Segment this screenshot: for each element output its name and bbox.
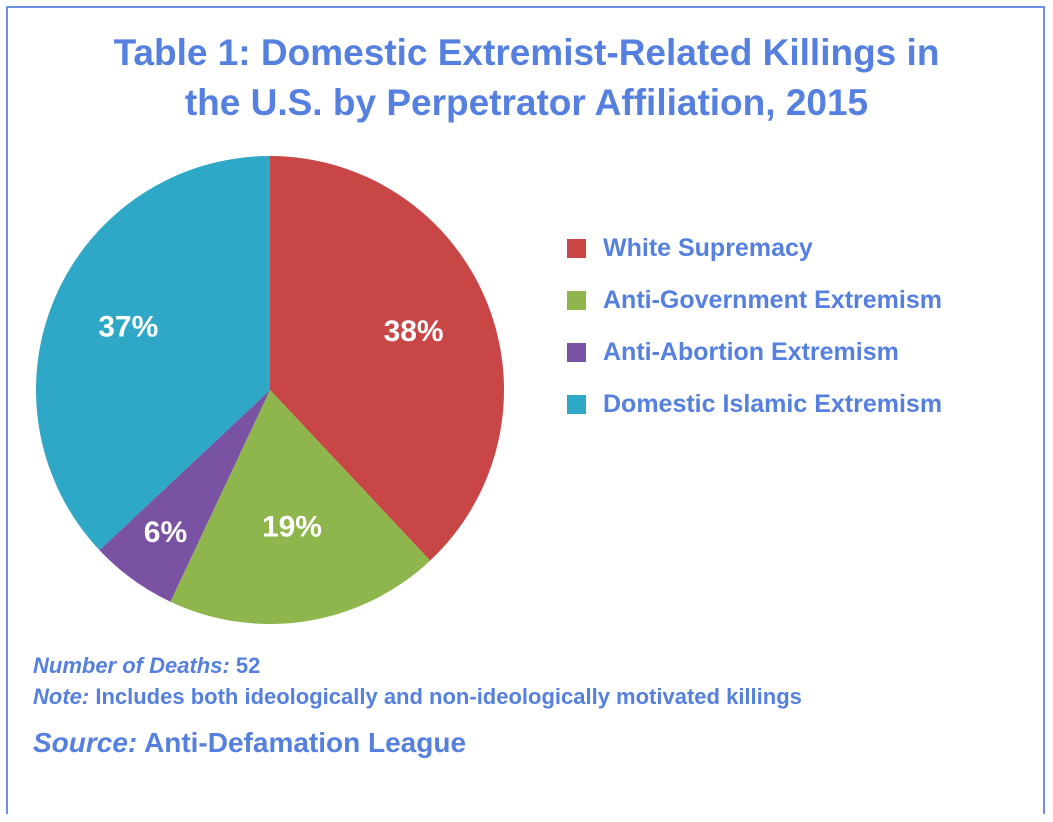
deaths-line: Number of Deaths: 52 (33, 650, 1033, 681)
legend-item-white-supremacy: White Supremacy (567, 222, 942, 274)
deaths-value: 52 (235, 653, 261, 678)
legend-item-domestic-islamic: Domestic Islamic Extremism (567, 378, 942, 430)
legend-label: White Supremacy (603, 233, 813, 262)
pie-slice-domestic-islamic-extremism (35, 156, 270, 551)
chart-frame (6, 6, 1045, 814)
pie-chart: 38% 19% 6% 37% (35, 156, 504, 624)
legend-item-anti-abortion: Anti-Abortion Extremism (567, 326, 942, 378)
pie-slice-white-supremacy (270, 156, 504, 561)
chart-title-line-2: the U.S. by Perpetrator Affiliation, 201… (184, 82, 869, 123)
legend: White Supremacy Anti-Government Extremis… (567, 222, 942, 430)
legend-swatch (567, 394, 586, 414)
legend-swatch (567, 290, 586, 310)
pie-slice-label: 19% (262, 511, 322, 544)
note-line: Note: Includes both ideologically and no… (33, 681, 1033, 712)
legend-label: Domestic Islamic Extremism (603, 389, 943, 418)
chart-title: Table 1: Domestic Extremist-Related Kill… (0, 28, 1053, 128)
pie-slice-anti-abortion-extremism (99, 390, 270, 602)
legend-swatch (567, 342, 586, 362)
chart-footer: Number of Deaths: 52 Note: Includes both… (33, 650, 1033, 764)
pie-slice-label: 38% (384, 315, 444, 348)
legend-label: Anti-Abortion Extremism (603, 337, 899, 366)
pie-slice-label: 6% (144, 516, 187, 549)
chart-title-line-1: Table 1: Domestic Extremist-Related Kill… (113, 32, 940, 73)
deaths-label: Number of Deaths: (33, 653, 230, 678)
pie-slice-anti-government-extremism (170, 390, 431, 624)
source-label: Source: (33, 727, 138, 758)
legend-swatch (567, 238, 586, 258)
note-label: Note: (33, 684, 90, 709)
source-text: Anti-Defamation League (144, 727, 467, 758)
legend-item-anti-government: Anti-Government Extremism (567, 274, 942, 326)
note-text: Includes both ideologically and non-ideo… (95, 684, 802, 709)
pie-slice-label: 37% (98, 311, 158, 344)
source-line: Source: Anti-Defamation League (33, 722, 1033, 764)
legend-label: Anti-Government Extremism (603, 285, 942, 314)
